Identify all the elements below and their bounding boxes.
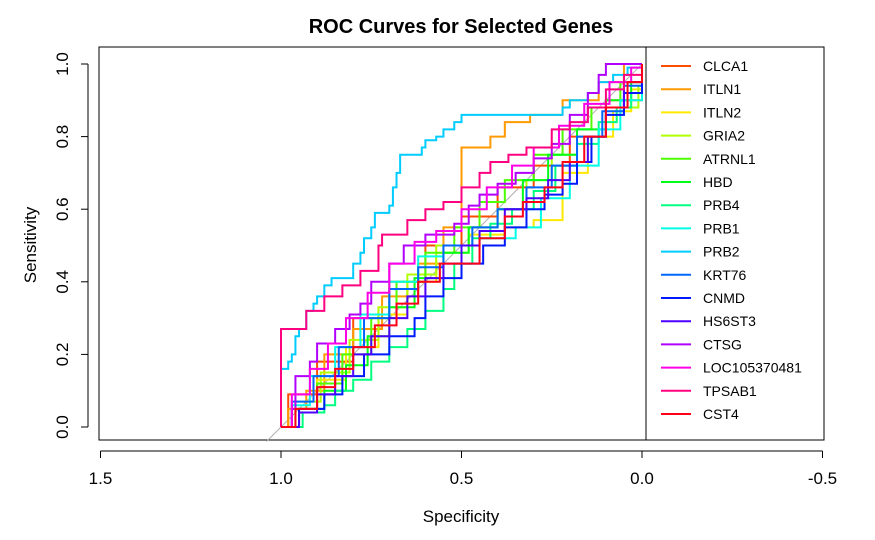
y-axis: 0.0 0.2 0.4 0.6 0.8 1.0 (53, 52, 89, 439)
legend-label: PRB4 (703, 197, 740, 213)
legend-label: TPSAB1 (703, 383, 757, 399)
legend-label: ITLN1 (703, 81, 741, 97)
x-tick-label: 1.5 (89, 469, 113, 488)
legend-label: CNMD (703, 290, 745, 306)
legend-label: GRIA2 (703, 128, 745, 144)
roc-curve-tpsab1 (280, 64, 643, 427)
y-tick-label: 0.4 (53, 270, 72, 294)
x-tick-label: 0.0 (630, 469, 654, 488)
legend-label: CLCA1 (703, 58, 748, 74)
y-axis-label: Sensitivity (21, 206, 40, 283)
y-tick-label: 0.6 (53, 197, 72, 221)
legend-label: PRB1 (703, 220, 740, 236)
legend: CLCA1 ITLN1 ITLN2 GRIA2 ATRNL1 HBD PRB4 PRB1 PRB… (661, 58, 802, 422)
legend-label: ATRNL1 (703, 151, 756, 167)
roc-curve-loc105370481 (281, 64, 643, 428)
chart-title: ROC Curves for Selected Genes (309, 16, 614, 38)
legend-label: CTSG (703, 336, 742, 352)
legend-label: ITLN2 (703, 104, 741, 120)
y-tick-label: 0.2 (53, 343, 72, 367)
roc-curve-cst4 (281, 64, 643, 428)
legend-label: LOC105370481 (703, 360, 802, 376)
x-tick-label: 0.5 (450, 469, 474, 488)
x-axis: 1.5 1.0 0.5 0.0 -0.5 (89, 450, 837, 488)
legend-label: CST4 (703, 406, 739, 422)
y-tick-label: 0.0 (53, 415, 72, 439)
x-tick-label: -0.5 (808, 469, 837, 488)
plot-frame (98, 46, 825, 441)
y-tick-label: 0.8 (53, 125, 72, 149)
legend-label: HBD (703, 174, 733, 190)
legend-label: KRT76 (703, 267, 747, 283)
legend-label: HS6ST3 (703, 313, 756, 329)
roc-curve-ctsg (281, 63, 642, 428)
roc-curves (280, 63, 643, 428)
x-tick-label: 1.0 (269, 469, 293, 488)
y-tick-label: 1.0 (53, 52, 72, 76)
legend-label: PRB2 (703, 244, 740, 260)
x-axis-label: Specificity (423, 507, 500, 526)
